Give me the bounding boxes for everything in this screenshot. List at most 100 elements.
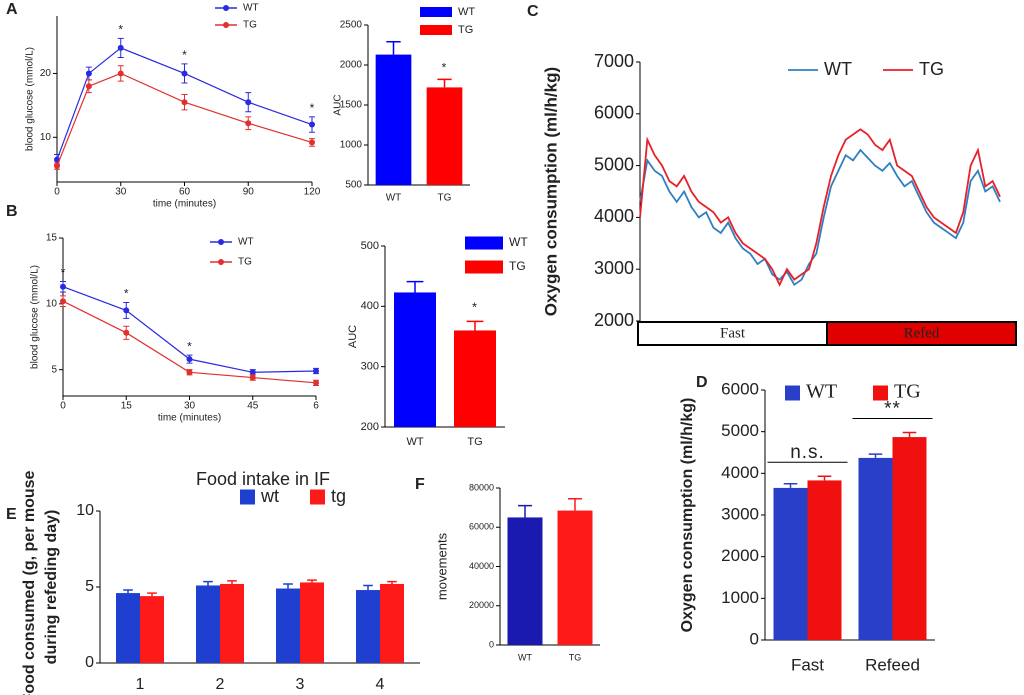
- legend-marker: [223, 22, 229, 28]
- y-tick-label: 500: [361, 240, 379, 252]
- legend-label: WT: [243, 3, 259, 14]
- marker: [245, 99, 252, 106]
- legend-label: TG: [243, 20, 257, 31]
- x-tick-label: WT: [518, 652, 532, 662]
- legend-label: WT: [824, 59, 852, 79]
- y-tick-label: 80000: [469, 482, 494, 492]
- annotation: *: [124, 287, 129, 301]
- line: [639, 128, 1001, 287]
- bar: [858, 457, 893, 640]
- bar: [300, 582, 324, 663]
- y-tick-label: 60000: [469, 522, 494, 532]
- x-tick-label: 60: [179, 187, 191, 198]
- legend-label: TG: [458, 24, 473, 36]
- bar: [196, 585, 220, 663]
- marker: [123, 307, 130, 314]
- x-tick-label: TG: [569, 652, 582, 662]
- y-tick-label: 1500: [340, 100, 363, 111]
- bar: [380, 583, 404, 663]
- x-tick-label: 120: [304, 187, 321, 198]
- y-tick-label: 20000: [469, 600, 494, 610]
- error-bar: [406, 280, 424, 293]
- x-tick-label: 3: [296, 676, 305, 693]
- y-tick-label: 6000: [594, 103, 634, 123]
- y-tick-label: 2500: [340, 20, 363, 31]
- x-tick-label: 45: [247, 401, 259, 412]
- y-tick-label: 2000: [721, 546, 759, 565]
- marker: [85, 70, 92, 77]
- y-tick-label: 6000: [721, 379, 759, 398]
- bar: [220, 583, 244, 663]
- y-tick-label: 0: [489, 639, 494, 649]
- annotation: **: [884, 398, 901, 419]
- error-bar: [868, 453, 883, 458]
- y-tick-label: 3000: [594, 258, 634, 278]
- legend-label: TG: [238, 257, 252, 268]
- y-axis-label: Oxygen consumption (ml/h/kg): [679, 398, 696, 633]
- x-tick-label: Refeed: [865, 655, 920, 674]
- y-tick-label: 1000: [340, 140, 363, 151]
- x-axis-label: time (minutes): [158, 413, 221, 424]
- line: [56, 47, 313, 160]
- x-tick-label: Fast: [791, 655, 824, 674]
- bar: [807, 480, 842, 640]
- legend-swatch: [420, 7, 452, 17]
- annotation: *: [187, 339, 192, 353]
- legend-swatch: [465, 260, 503, 274]
- legend-marker: [218, 239, 224, 245]
- y-tick-label: 10: [40, 132, 52, 143]
- legend-swatch: [465, 236, 503, 250]
- legend-swatch: [420, 25, 452, 35]
- marker: [245, 120, 252, 127]
- marker: [181, 99, 188, 106]
- y-tick-label: 4000: [721, 463, 759, 482]
- y-axis-label: AUC: [333, 94, 344, 115]
- bar: [557, 510, 593, 645]
- x-tick-label: WT: [406, 436, 423, 448]
- legend-swatch: [240, 489, 255, 505]
- y-tick-label: 5000: [594, 154, 634, 174]
- panel-label: B: [6, 203, 18, 220]
- legend-swatch: [310, 489, 325, 505]
- annotation: n.s.: [790, 442, 825, 463]
- y-tick-label: 20: [40, 68, 52, 79]
- marker: [123, 329, 130, 336]
- bar: [356, 590, 380, 663]
- x-tick-label: 30: [184, 401, 196, 412]
- y-axis-label: Oxygen consumption (ml/h/kg): [541, 67, 560, 316]
- x-tick-label: 6: [313, 401, 319, 412]
- legend-label: tg: [331, 486, 346, 506]
- legend-label: TG: [894, 381, 921, 403]
- y-axis-label: during refeding day): [43, 510, 60, 665]
- bar: [507, 517, 543, 645]
- x-tick-label: TG: [438, 193, 452, 204]
- y-tick-label: 7000: [594, 51, 634, 71]
- phase-label: Fast: [720, 325, 746, 341]
- x-tick-label: 15: [121, 401, 133, 412]
- panel-label: E: [6, 506, 17, 523]
- marker: [117, 70, 124, 77]
- error-bar: [123, 589, 133, 594]
- bar: [892, 437, 927, 640]
- marker: [249, 374, 256, 381]
- y-tick-label: 0: [85, 654, 94, 671]
- legend-swatch: [785, 385, 800, 401]
- marker: [249, 369, 256, 376]
- bar: [116, 593, 140, 663]
- legend-label: wt: [260, 486, 279, 506]
- y-tick-label: 10: [46, 298, 58, 309]
- x-tick-label: 4: [376, 676, 385, 693]
- chart-title: Food intake in IF: [196, 469, 330, 489]
- y-tick-label: 300: [361, 361, 379, 373]
- panel-label: F: [415, 476, 425, 493]
- annotation: *: [310, 101, 315, 115]
- marker: [309, 121, 315, 128]
- bar: [773, 487, 808, 640]
- bar: [375, 54, 412, 185]
- annotation: *: [472, 300, 478, 315]
- y-axis-label: Food consumed (g, per mouse: [21, 470, 38, 695]
- x-tick-label: 0: [54, 187, 60, 198]
- line: [56, 72, 313, 167]
